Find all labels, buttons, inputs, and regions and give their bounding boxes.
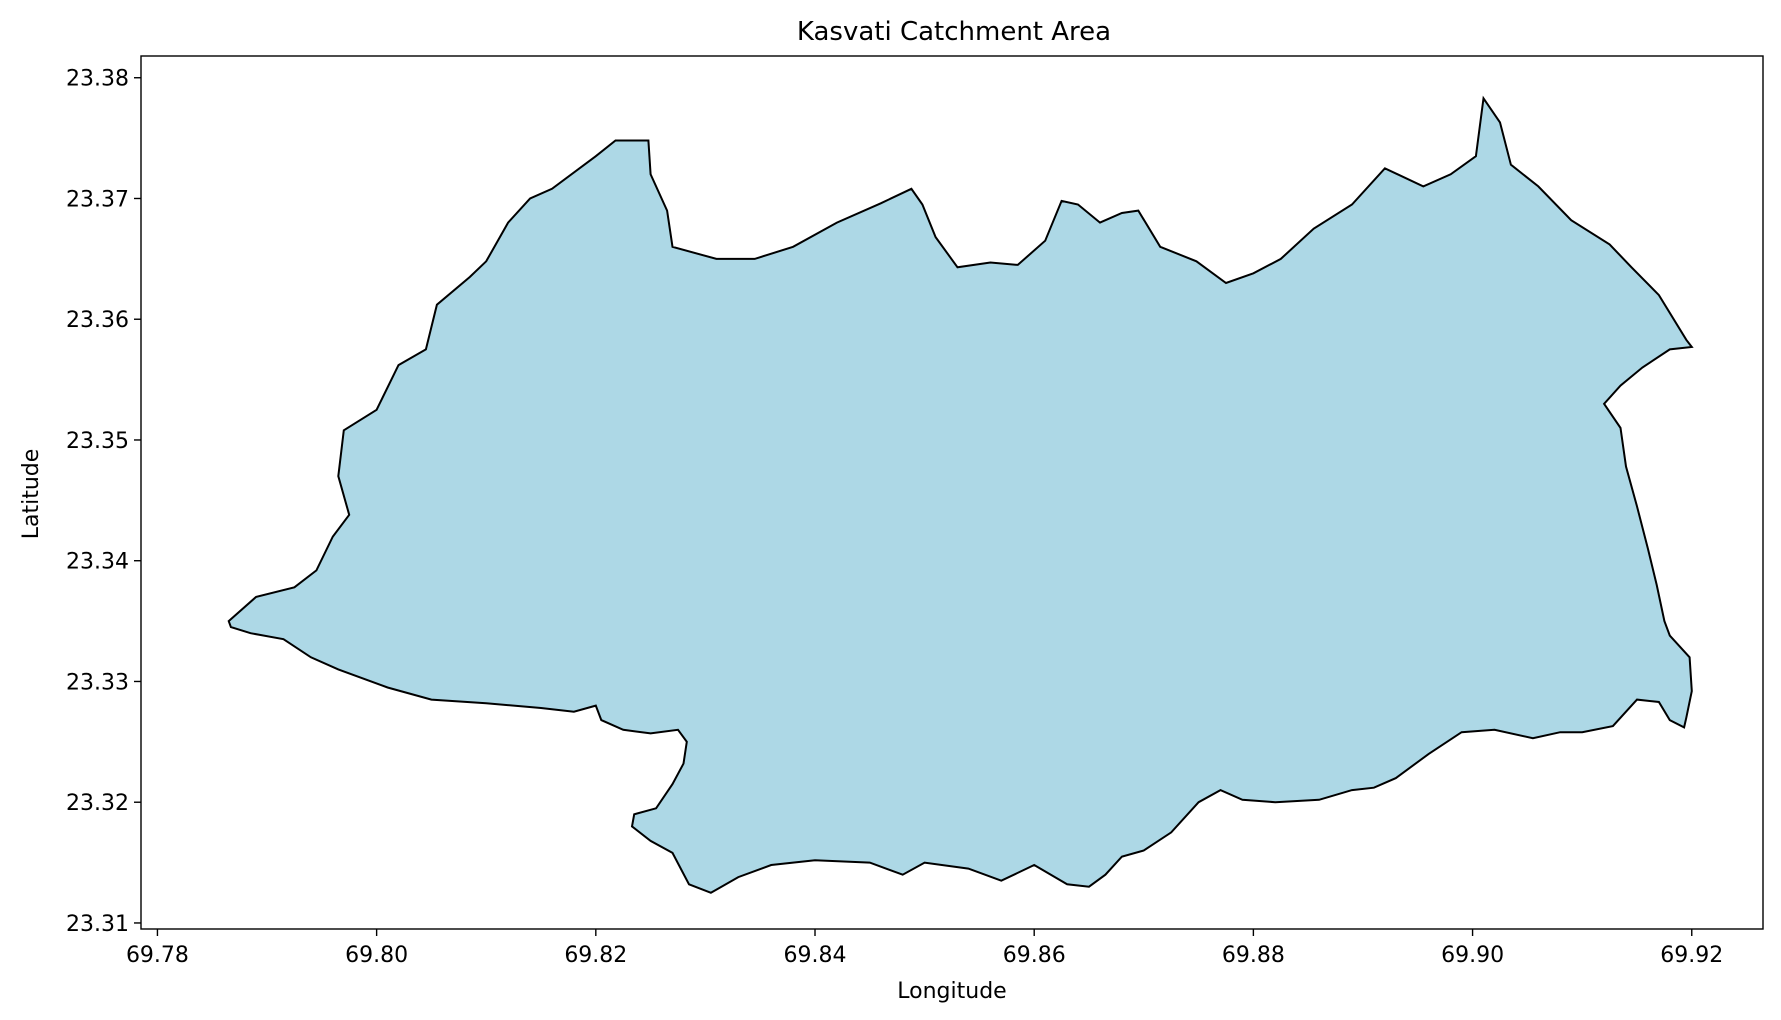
axes-frame xyxy=(140,55,1764,930)
x-tick-label: 69.80 xyxy=(345,943,408,968)
y-tick-label: 23.38 xyxy=(66,67,129,92)
x-tick-label: 69.88 xyxy=(1222,943,1285,968)
x-tick-label: 69.86 xyxy=(1003,943,1066,968)
chart-title: Kasvati Catchment Area xyxy=(797,17,1111,47)
x-axis-label: Longitude xyxy=(897,979,1006,1004)
x-axis-ticks: 69.78 69.80 69.82 69.84 69.86 69.88 69.90 69.92 xyxy=(126,929,1723,968)
y-tick-label: 23.37 xyxy=(66,187,129,212)
y-tick-label: 23.36 xyxy=(66,308,129,333)
x-tick-label: 69.82 xyxy=(564,943,627,968)
x-tick-label: 69.92 xyxy=(1660,943,1723,968)
x-tick-label: 69.78 xyxy=(126,943,189,968)
plot-area xyxy=(227,95,1694,894)
catchment-polygon xyxy=(227,95,1694,894)
y-axis-ticks: 23.31 23.32 23.33 23.34 23.35 23.36 23.37 23.38 xyxy=(66,67,141,937)
y-axis-label: Latitude xyxy=(19,449,44,540)
y-tick-label: 23.34 xyxy=(66,550,129,575)
y-tick-label: 23.32 xyxy=(66,791,129,816)
y-tick-label: 23.33 xyxy=(66,670,129,695)
y-tick-label: 23.31 xyxy=(66,912,129,937)
y-tick-label: 23.35 xyxy=(66,429,129,454)
x-tick-label: 69.84 xyxy=(784,943,847,968)
x-tick-label: 69.90 xyxy=(1441,943,1504,968)
